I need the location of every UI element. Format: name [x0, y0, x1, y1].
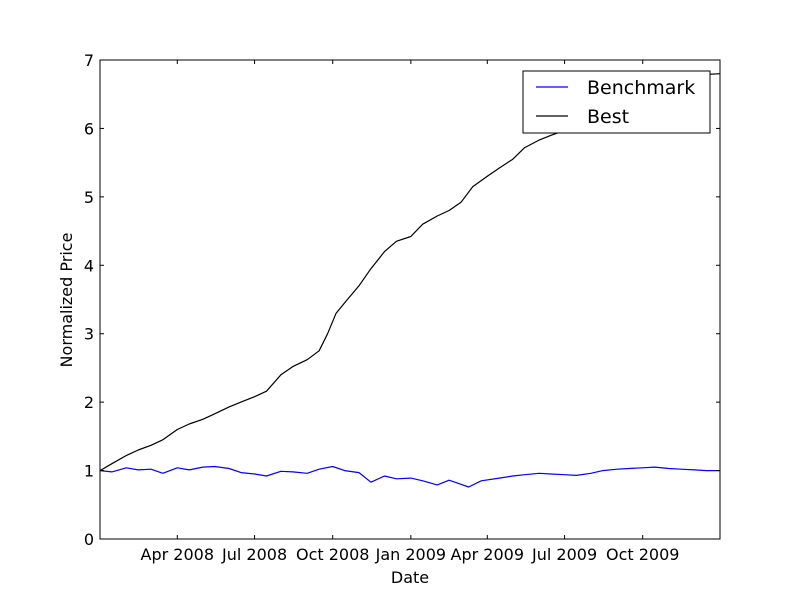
- y-tick-label: 5: [84, 188, 94, 207]
- x-tick-label: Jul 2008: [221, 545, 287, 564]
- y-axis: 0 1 2 3 4 5 6 7: [84, 51, 720, 549]
- y-tick-label: 3: [84, 325, 94, 344]
- legend-label-best: Best: [587, 106, 629, 128]
- x-tick-label: Oct 2009: [606, 545, 679, 564]
- legend-label-benchmark: Benchmark: [587, 77, 695, 99]
- y-tick-label: 0: [84, 530, 94, 549]
- y-tick-label: 6: [84, 119, 94, 138]
- legend-box: [522, 70, 711, 134]
- axes-frame: [99, 59, 721, 540]
- x-tick-label: Jan 2009: [375, 545, 446, 564]
- x-tick-label: Oct 2008: [296, 545, 369, 564]
- y-tick-label: 1: [84, 462, 94, 481]
- x-tick-label: Apr 2009: [451, 545, 524, 564]
- legend: Benchmark Best: [522, 70, 711, 134]
- x-axis-title: Date: [391, 568, 429, 587]
- y-axis-title: Normalized Price: [57, 233, 76, 368]
- x-tick-label: Jul 2009: [531, 545, 597, 564]
- series-line-benchmark: [99, 465, 720, 488]
- y-tick-label: 4: [84, 256, 94, 275]
- y-tick-label: 2: [84, 393, 94, 412]
- x-tick-label: Apr 2008: [141, 545, 214, 564]
- y-tick-label: 7: [84, 51, 94, 70]
- x-axis: Apr 2008 Jul 2008 Oct 2008 Jan 2009 Apr 2009…: [141, 60, 679, 564]
